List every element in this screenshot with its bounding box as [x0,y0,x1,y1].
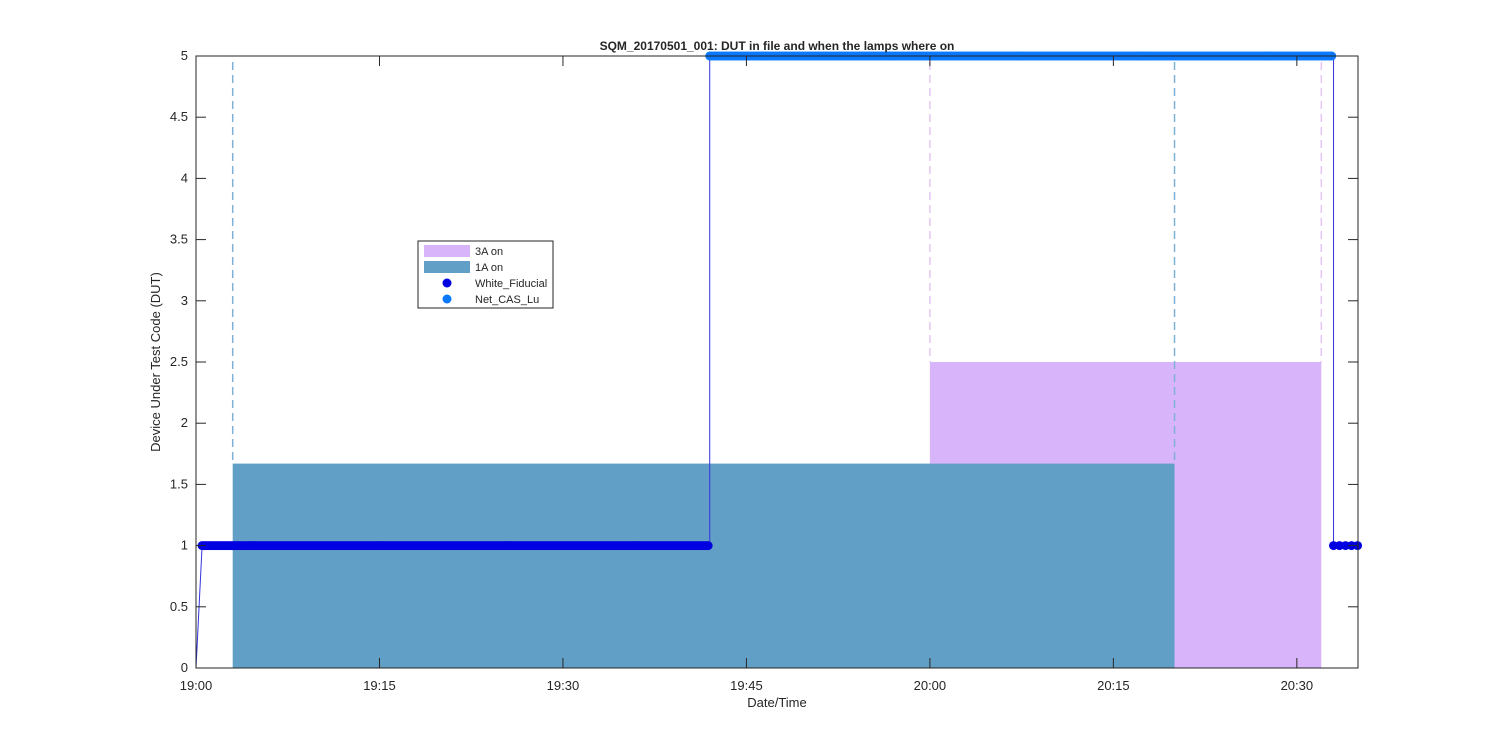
lamp-boundary-lines [231,62,1323,464]
legend-marker-white-fiducial [442,278,452,288]
y-tick-label: 2 [181,415,188,430]
y-tick-label: 5 [181,48,188,63]
y-axis-label: Device Under Test Code (DUT) [148,272,163,452]
x-axis-label: Date/Time [747,695,806,710]
legend: 3A on 1A on White_Fiducial Net_CAS_Lu [417,240,554,309]
chart-title: SQM_20170501_001: DUT in file and when t… [600,39,955,53]
lamp-periods [232,362,1322,668]
x-tick-label: 19:45 [730,678,763,693]
legend-marker-net-cas-lu [442,294,452,304]
legend-swatch-3a [424,245,470,257]
y-tick-label: 2.5 [170,354,188,369]
y-tick-label: 4.5 [170,109,188,124]
legend-swatch-1a [424,261,470,273]
legend-label-white-fiducial: White_Fiducial [475,278,547,290]
x-tick-label: 19:30 [547,678,580,693]
lamp-area-1a [232,463,1175,668]
marker-white-fiducial [703,541,713,551]
x-tick-label: 20:00 [914,678,947,693]
axis-ticks [195,55,1358,669]
y-tick-label: 0.5 [170,599,188,614]
y-tick-label: 0 [181,660,188,675]
legend-label-1a: 1A on [475,262,503,274]
legend-label-net-cas-lu: Net_CAS_Lu [475,294,539,306]
axis-tick-labels: 19:00 19:15 19:30 19:45 20:00 20:15 20:30 0 0.5 1… [170,48,1313,693]
x-tick-label: 20:15 [1097,678,1130,693]
dut-markers [197,51,1363,551]
y-tick-label: 3 [181,293,188,308]
legend-label-3a: 3A on [475,246,503,258]
x-tick-label: 19:00 [180,678,213,693]
y-tick-label: 1 [181,538,188,553]
y-tick-label: 4 [181,170,188,185]
x-tick-label: 19:15 [363,678,396,693]
x-tick-label: 20:30 [1281,678,1314,693]
y-tick-label: 1.5 [170,476,188,491]
y-tick-label: 3.5 [170,232,188,247]
